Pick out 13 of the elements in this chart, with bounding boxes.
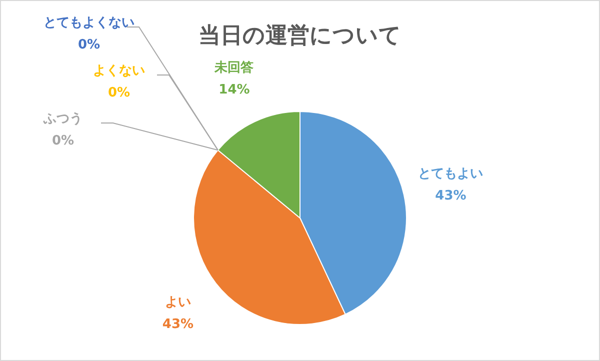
category-label: ふつう [44, 111, 82, 126]
text: 0% [108, 85, 130, 100]
text: 0% [52, 133, 74, 148]
data-label: 43% [162, 317, 194, 332]
text: 0% [78, 37, 100, 52]
slice-label: とてもよい [418, 166, 484, 182]
data-label: 43% [435, 188, 466, 204]
slice-label: 未回答 [214, 60, 254, 76]
category-label: よくない [93, 63, 145, 78]
data-label: 14% [218, 82, 250, 98]
chart-title: 当日の運営について [198, 24, 402, 49]
category-label: とてもよくない [44, 15, 134, 30]
slice-label: よい [164, 295, 191, 310]
